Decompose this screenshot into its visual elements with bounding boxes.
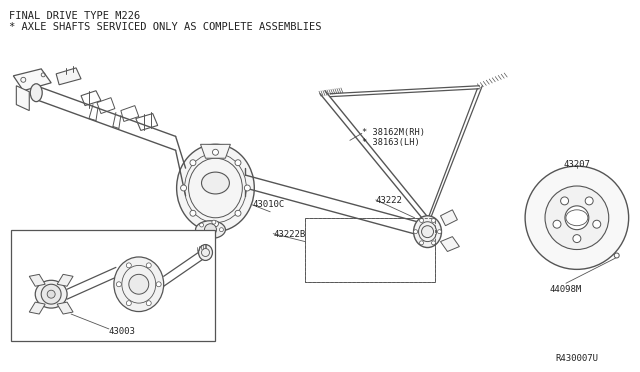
Circle shape — [200, 232, 204, 236]
Circle shape — [614, 253, 619, 258]
Bar — [12, 230, 216, 341]
Circle shape — [573, 235, 581, 243]
Circle shape — [202, 248, 209, 256]
Circle shape — [200, 223, 204, 227]
Circle shape — [220, 228, 223, 232]
Circle shape — [189, 243, 198, 253]
Circle shape — [235, 210, 241, 216]
Ellipse shape — [114, 257, 164, 312]
Circle shape — [212, 149, 218, 155]
Circle shape — [190, 210, 196, 216]
Circle shape — [565, 206, 589, 230]
Text: R430007U: R430007U — [555, 354, 598, 363]
Circle shape — [47, 290, 55, 298]
Polygon shape — [13, 69, 51, 91]
Circle shape — [129, 274, 148, 294]
Circle shape — [156, 282, 161, 287]
Circle shape — [147, 301, 151, 306]
Polygon shape — [200, 144, 230, 158]
Circle shape — [431, 218, 435, 222]
Circle shape — [116, 282, 122, 287]
Polygon shape — [29, 302, 45, 314]
Polygon shape — [440, 237, 460, 251]
Ellipse shape — [196, 221, 225, 238]
Circle shape — [420, 218, 424, 222]
Circle shape — [235, 160, 241, 166]
Circle shape — [147, 263, 151, 268]
Circle shape — [438, 230, 442, 234]
Polygon shape — [440, 210, 458, 226]
Circle shape — [561, 197, 568, 205]
Circle shape — [41, 284, 61, 304]
Ellipse shape — [177, 144, 254, 232]
Ellipse shape — [30, 84, 42, 102]
Polygon shape — [17, 86, 29, 110]
Text: 43222B: 43222B — [273, 230, 305, 239]
Circle shape — [126, 263, 131, 268]
Circle shape — [420, 241, 424, 245]
Text: * 38163(LH): * 38163(LH) — [362, 138, 420, 147]
Text: FINAL DRIVE TYPE M226: FINAL DRIVE TYPE M226 — [10, 11, 141, 21]
Ellipse shape — [413, 216, 442, 247]
Ellipse shape — [184, 241, 204, 253]
Circle shape — [205, 224, 216, 235]
Text: * 38162M(RH): * 38162M(RH) — [362, 128, 425, 137]
Circle shape — [212, 220, 216, 224]
Text: * AXLE SHAFTS SERVICED ONLY AS COMPLETE ASSEMBLIES: * AXLE SHAFTS SERVICED ONLY AS COMPLETE … — [10, 22, 322, 32]
Circle shape — [525, 166, 628, 269]
Circle shape — [180, 185, 187, 191]
Text: 43207: 43207 — [564, 160, 591, 169]
Text: 43010C: 43010C — [252, 200, 285, 209]
Text: 43222: 43222 — [376, 196, 403, 205]
Polygon shape — [29, 274, 45, 286]
Polygon shape — [57, 302, 73, 314]
Bar — [305, 218, 435, 282]
Polygon shape — [57, 274, 73, 286]
Ellipse shape — [198, 244, 212, 260]
Circle shape — [244, 185, 250, 191]
Circle shape — [585, 197, 593, 205]
Text: 44098M: 44098M — [550, 285, 582, 294]
Text: 43003: 43003 — [109, 327, 136, 336]
Polygon shape — [56, 68, 81, 85]
Circle shape — [190, 160, 196, 166]
Circle shape — [126, 301, 131, 306]
Circle shape — [545, 186, 609, 250]
Circle shape — [593, 220, 601, 228]
Circle shape — [212, 235, 216, 239]
Circle shape — [553, 220, 561, 228]
Ellipse shape — [202, 172, 229, 194]
Bar — [305, 218, 435, 282]
Circle shape — [212, 221, 218, 227]
Circle shape — [413, 230, 417, 234]
Circle shape — [422, 226, 433, 238]
Ellipse shape — [35, 280, 67, 308]
Circle shape — [431, 241, 435, 245]
